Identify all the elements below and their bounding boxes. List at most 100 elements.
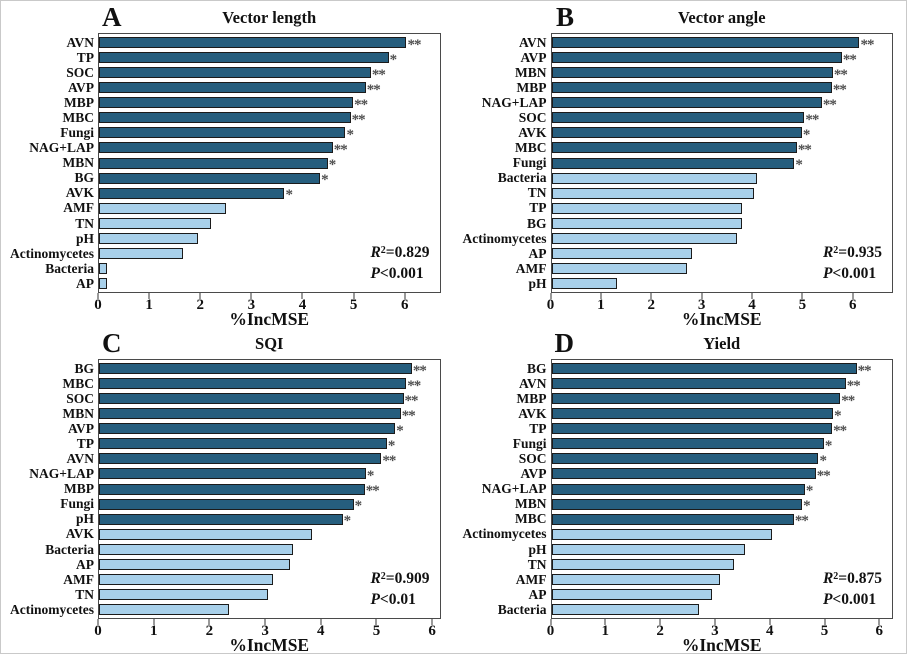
- category-axis: BG MBC SOC MBN AVP TP AVN NAG+LAP MBP Fungi pH AVK B…: [1, 359, 98, 619]
- category-label: pH: [75, 511, 94, 527]
- category-label: Fungi: [60, 496, 94, 512]
- bar: [551, 232, 737, 244]
- axis-tick-label: 0: [94, 297, 102, 313]
- axis-tick: [550, 293, 551, 299]
- bar-row: *: [99, 466, 440, 483]
- bar: [99, 363, 412, 375]
- category-label: AP: [76, 556, 94, 572]
- axis-tick-label: 2: [196, 297, 204, 313]
- bar-row: **: [551, 391, 893, 408]
- axis-tick-label: 3: [711, 623, 719, 639]
- p-value-text: P<0.001: [822, 265, 877, 283]
- bar: [551, 393, 841, 405]
- bars-container: ** ** ** ** ** ** * ** *: [551, 34, 893, 292]
- category-label: Bacteria: [45, 260, 94, 276]
- bar-row: [99, 542, 440, 557]
- p-value-text: P<0.001: [822, 591, 877, 609]
- category-label: AVN: [518, 375, 547, 391]
- bar: [99, 423, 396, 435]
- bar: [99, 142, 333, 154]
- bar: [99, 127, 346, 139]
- bar: [551, 82, 832, 94]
- bar: [551, 498, 803, 510]
- bar-row: **: [99, 406, 440, 423]
- bar-row: [99, 261, 440, 276]
- bar-row: *: [551, 497, 893, 514]
- category-axis: AVN AVP MBN MBP NAG+LAP SOC AVK MBC Fungi Bacteri…: [454, 33, 551, 293]
- category-label: pH: [75, 230, 94, 246]
- stats-annotation: R2=0.935 P<0.001: [823, 243, 882, 285]
- category-label: TN: [527, 185, 547, 201]
- bar-row: [99, 216, 440, 231]
- bar-row: **: [551, 80, 893, 97]
- bar: [551, 453, 819, 465]
- bar: [99, 278, 107, 290]
- bar: [551, 247, 692, 259]
- bar: [551, 278, 617, 290]
- category-label: Actinomycetes: [462, 526, 547, 542]
- axis-tick: [320, 619, 322, 625]
- axis-tick: [353, 293, 355, 299]
- bar: [99, 573, 274, 585]
- axis-tick-label: 0: [546, 297, 555, 313]
- bar-row: *: [99, 50, 440, 67]
- category-label: Fungi: [512, 436, 547, 452]
- bar: [99, 393, 404, 405]
- bar-row: **: [99, 376, 440, 393]
- x-axis: %IncMSE 0 1 2 3 4 5 6: [94, 293, 441, 328]
- stats-annotation: R2=0.909 P<0.01: [370, 569, 429, 611]
- panel-title: SQI: [255, 334, 284, 353]
- bar: [99, 112, 351, 124]
- bar: [99, 67, 371, 79]
- axis-tick-label: 6: [400, 297, 409, 313]
- p-value-text: P<0.01: [370, 591, 416, 609]
- bar: [551, 558, 734, 570]
- bar-row: [551, 186, 893, 201]
- bar-row: [99, 572, 440, 587]
- category-label: pH: [528, 541, 547, 557]
- axis-tick-label: 2: [205, 623, 214, 639]
- category-axis: BG AVN MBP AVK TP Fungi SOC AVP NAG+LAP MBN MBC Act…: [454, 359, 551, 619]
- bar: [99, 453, 382, 465]
- plot-area: ** ** ** ** ** ** * ** * R2=0.935 P<0.001: [550, 33, 893, 293]
- bar: [551, 262, 687, 274]
- p-value-text: P<0.001: [370, 265, 424, 283]
- bar: [551, 468, 816, 480]
- category-label: AVP: [67, 421, 94, 437]
- bar: [551, 408, 834, 420]
- bar: [99, 543, 293, 555]
- axis-tick: [199, 293, 201, 299]
- category-label: AVP: [520, 49, 547, 65]
- bars-container: *****************: [551, 360, 893, 618]
- bar: [99, 172, 321, 184]
- bar-row: *: [551, 436, 893, 453]
- bar-row: [551, 557, 893, 572]
- category-label: Actinomycetes: [10, 601, 94, 617]
- plot-area: ** ** ** * ** * * ** * * ** R2=0.875 P<0.001: [550, 359, 893, 619]
- bar-row: [99, 557, 440, 572]
- bar-row: **: [551, 35, 893, 52]
- bar-row: *: [99, 156, 440, 173]
- axis-tick-label: 6: [875, 623, 884, 639]
- category-label: SOC: [518, 110, 547, 126]
- bar-row: **: [99, 140, 440, 157]
- bar: [551, 172, 757, 184]
- axis-tick: [600, 293, 602, 299]
- bar-row: [551, 261, 893, 276]
- axis-tick: [301, 293, 303, 299]
- bar: [551, 423, 833, 435]
- bar-row: **: [551, 421, 893, 438]
- bar: [99, 157, 328, 169]
- category-label: MBC: [62, 375, 95, 391]
- axis-tick: [878, 619, 880, 625]
- bar-row: **: [99, 35, 440, 52]
- category-label: Actinomycetes: [10, 245, 94, 261]
- axis-tick-label: 1: [145, 297, 153, 313]
- x-axis-title: %IncMSE: [229, 635, 310, 655]
- r-squared-text: R2=0.935: [822, 244, 882, 262]
- axis-tick: [250, 293, 252, 299]
- bar-row: [551, 587, 893, 602]
- category-label: MBP: [516, 79, 547, 95]
- bar: [99, 247, 183, 259]
- bar: [551, 202, 742, 214]
